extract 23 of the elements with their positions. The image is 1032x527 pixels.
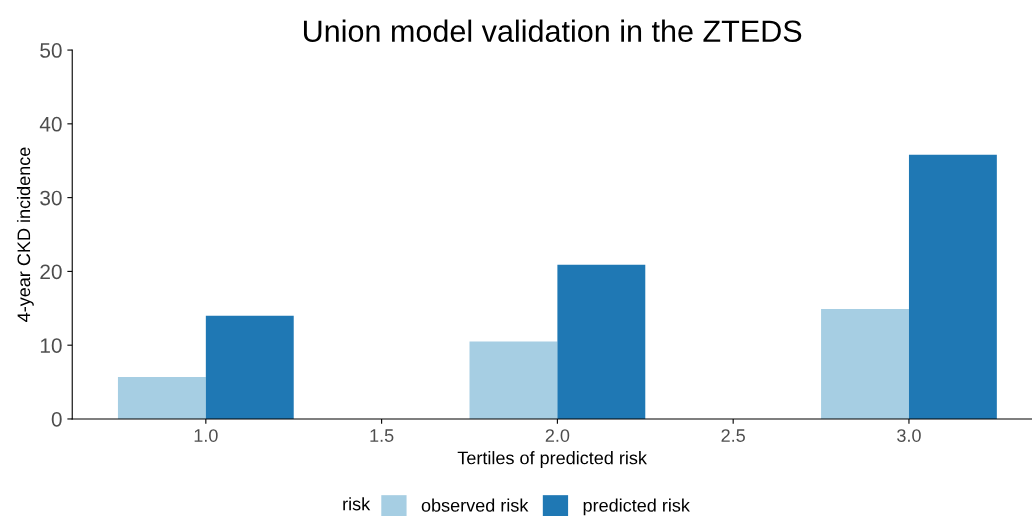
bar (821, 309, 909, 419)
x-tick-label: 2.0 (545, 429, 570, 442)
x-axis-title: Tertiles of predicted risk (457, 451, 647, 468)
x-tick-label: 2.5 (721, 429, 745, 442)
y-tick-label: 0 (51, 411, 62, 427)
x-tick-label: 1.5 (370, 429, 394, 442)
legend-title: risk (343, 497, 371, 511)
y-tick-label: 20 (40, 264, 62, 280)
y-tick-label: 30 (40, 190, 62, 206)
x-tick-label: 1.0 (194, 429, 218, 442)
chart-title: Union model validation in the ZTEDS (303, 19, 802, 43)
y-axis-title: 4-year CKD incidence (16, 147, 34, 322)
y-tick-label: 10 (40, 338, 62, 353)
legend-label: observed risk (421, 498, 529, 512)
x-tick-label: 3.0 (897, 429, 921, 442)
bar (908, 154, 997, 419)
bar (117, 376, 206, 419)
bar (557, 264, 646, 419)
bar (469, 341, 558, 419)
bar (205, 315, 294, 419)
y-tick-label: 50 (40, 43, 62, 58)
y-tick-label: 40 (39, 116, 62, 132)
legend-label: predicted risk (583, 498, 690, 516)
